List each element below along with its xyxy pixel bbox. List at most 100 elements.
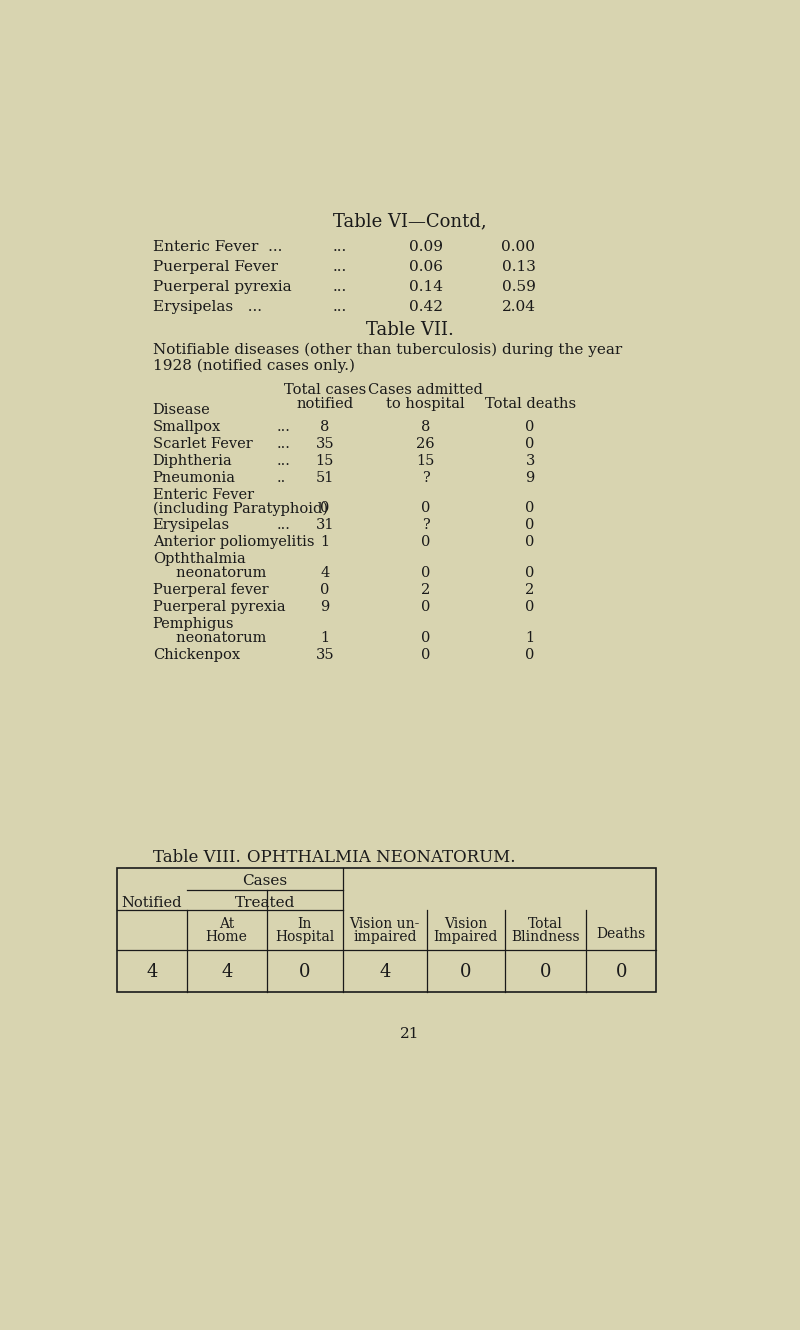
Text: 21: 21 [400, 1027, 420, 1040]
Text: 0: 0 [421, 536, 430, 549]
Text: (including Paratyphoid): (including Paratyphoid) [153, 501, 328, 516]
Text: Cases: Cases [242, 874, 287, 888]
Text: Home: Home [206, 930, 248, 943]
Text: 0: 0 [526, 536, 535, 549]
Text: 0: 0 [421, 567, 430, 580]
Text: Enteric Fever  ...: Enteric Fever ... [153, 239, 282, 254]
Text: to hospital: to hospital [386, 396, 465, 411]
Text: 0: 0 [526, 420, 535, 434]
Text: Erysipelas: Erysipelas [153, 519, 230, 532]
Text: Diphtheria: Diphtheria [153, 454, 233, 468]
Text: 8: 8 [320, 420, 330, 434]
Text: Puerperal pyrexia: Puerperal pyrexia [153, 600, 286, 614]
Text: 8: 8 [421, 420, 430, 434]
Text: 0.00: 0.00 [502, 239, 535, 254]
Text: notified: notified [296, 396, 354, 411]
Text: 1: 1 [320, 536, 330, 549]
Text: 0.09: 0.09 [409, 239, 442, 254]
Text: Table VII.: Table VII. [366, 322, 454, 339]
Text: Notifiable diseases (other than tuberculosis) during the year: Notifiable diseases (other than tubercul… [153, 343, 622, 358]
Text: Total cases: Total cases [284, 383, 366, 396]
Text: ...: ... [277, 420, 290, 434]
Text: 0: 0 [526, 648, 535, 662]
Text: Treated: Treated [234, 895, 295, 910]
Text: 4: 4 [379, 963, 390, 982]
Text: Disease: Disease [153, 403, 210, 416]
Text: 0: 0 [320, 501, 330, 516]
Text: Scarlet Fever: Scarlet Fever [153, 436, 253, 451]
Text: 35: 35 [315, 648, 334, 662]
Bar [117, 868, 657, 992]
Text: 0: 0 [526, 600, 535, 614]
Text: neonatorum: neonatorum [153, 567, 266, 580]
Text: 2.04: 2.04 [502, 299, 535, 314]
Text: 0: 0 [421, 630, 430, 645]
Text: Deaths: Deaths [597, 927, 646, 940]
Text: 51: 51 [315, 471, 334, 484]
Text: ...: ... [277, 454, 290, 468]
Text: 0: 0 [526, 567, 535, 580]
Text: ...: ... [333, 299, 346, 314]
Text: 3: 3 [526, 454, 535, 468]
Text: 4: 4 [221, 963, 233, 982]
Text: ?: ? [422, 519, 430, 532]
Text: Anterior poliomyelitis: Anterior poliomyelitis [153, 536, 314, 549]
Text: 0.42: 0.42 [409, 299, 442, 314]
Text: 0: 0 [299, 963, 310, 982]
Text: 26: 26 [416, 436, 435, 451]
Text: Total deaths: Total deaths [485, 396, 576, 411]
Text: 0: 0 [421, 648, 430, 662]
Text: At: At [219, 918, 234, 931]
Text: ...: ... [277, 436, 290, 451]
Text: Impaired: Impaired [434, 930, 498, 943]
Text: 9: 9 [526, 471, 534, 484]
Text: 15: 15 [315, 454, 334, 468]
Text: Chickenpox: Chickenpox [153, 648, 240, 662]
Text: 0: 0 [526, 519, 535, 532]
Text: 0.06: 0.06 [409, 259, 442, 274]
Text: Table VI—Contd,: Table VI—Contd, [333, 211, 487, 230]
Text: 0: 0 [421, 600, 430, 614]
Text: Puerperal pyrexia: Puerperal pyrexia [153, 279, 291, 294]
Text: Vision: Vision [444, 918, 487, 931]
Text: ..: .. [277, 471, 286, 484]
Text: Pemphigus: Pemphigus [153, 617, 234, 630]
Text: 4: 4 [320, 567, 330, 580]
Text: ...: ... [333, 279, 346, 294]
Text: Enteric Fever: Enteric Fever [153, 488, 254, 501]
Text: 2: 2 [421, 583, 430, 597]
Text: 0.14: 0.14 [409, 279, 442, 294]
Text: 0: 0 [615, 963, 627, 982]
Text: 0.59: 0.59 [502, 279, 535, 294]
Text: 1: 1 [320, 630, 330, 645]
Text: neonatorum: neonatorum [153, 630, 266, 645]
Text: Puerperal fever: Puerperal fever [153, 583, 268, 597]
Text: Blindness: Blindness [511, 930, 579, 943]
Text: 0.13: 0.13 [502, 259, 535, 274]
Text: Table VIII.: Table VIII. [153, 849, 241, 866]
Text: 35: 35 [315, 436, 334, 451]
Text: Total: Total [528, 918, 562, 931]
Text: Cases admitted: Cases admitted [368, 383, 483, 396]
Text: OPHTHALMIA NEONATORUM.: OPHTHALMIA NEONATORUM. [247, 849, 516, 866]
Text: Vision un-: Vision un- [350, 918, 420, 931]
Text: Smallpox: Smallpox [153, 420, 221, 434]
Text: 2: 2 [526, 583, 534, 597]
Text: impaired: impaired [353, 930, 417, 943]
Text: ...: ... [333, 239, 346, 254]
Text: 31: 31 [315, 519, 334, 532]
Text: ...: ... [333, 259, 346, 274]
Text: 4: 4 [146, 963, 158, 982]
Text: 0: 0 [421, 501, 430, 516]
Text: 0: 0 [460, 963, 471, 982]
Text: 0: 0 [526, 501, 535, 516]
Text: 0: 0 [539, 963, 551, 982]
Text: 1: 1 [526, 630, 534, 645]
Text: Notified: Notified [122, 895, 182, 910]
Text: ...: ... [277, 519, 290, 532]
Text: Puerperal Fever: Puerperal Fever [153, 259, 278, 274]
Text: 15: 15 [416, 454, 434, 468]
Text: Erysipelas   ...: Erysipelas ... [153, 299, 262, 314]
Text: Opththalmia: Opththalmia [153, 552, 246, 567]
Text: ?: ? [422, 471, 430, 484]
